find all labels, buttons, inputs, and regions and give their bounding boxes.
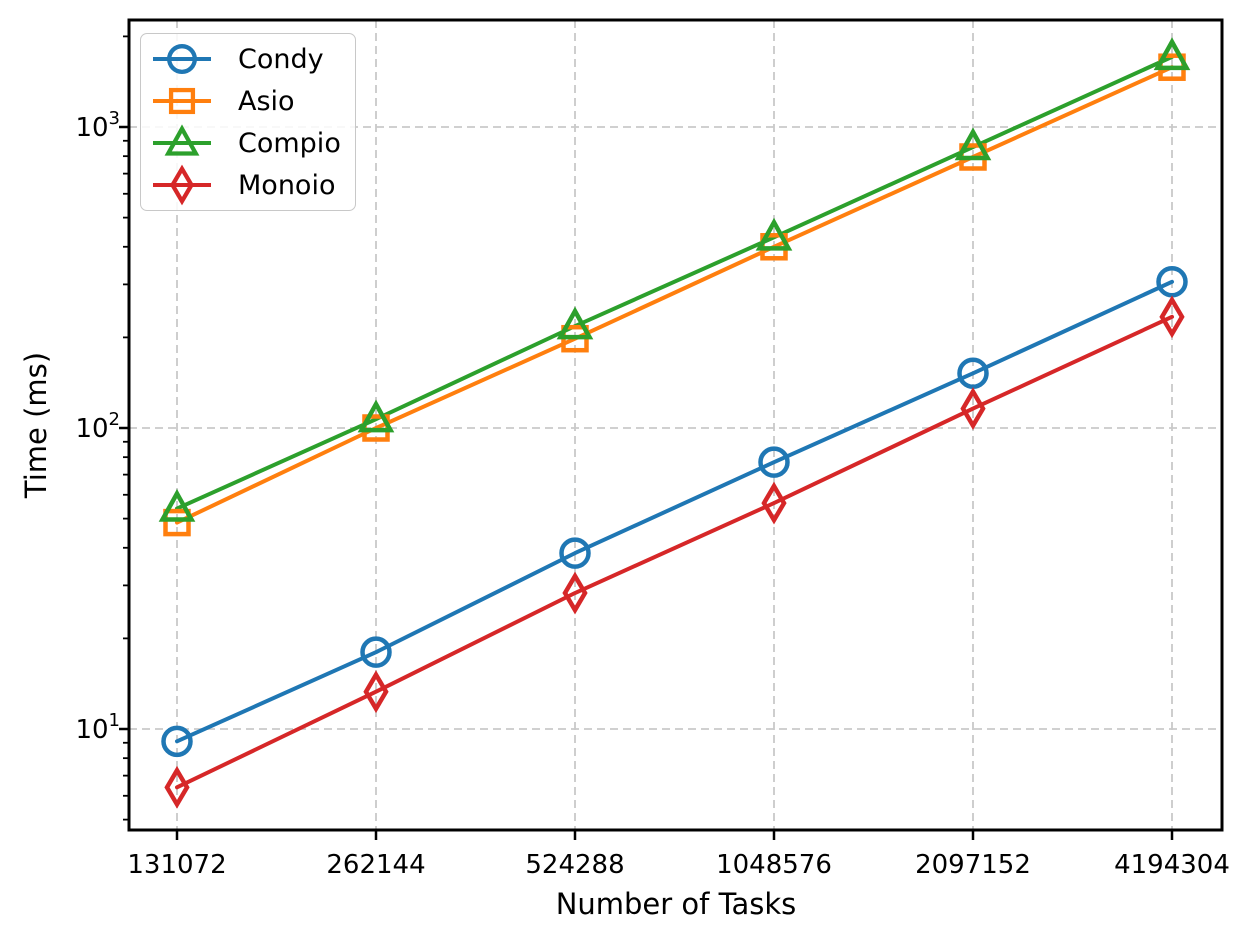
svg-text:2097152: 2097152	[915, 850, 1031, 880]
legend-item-condy: Condy	[151, 38, 345, 80]
legend-item-monoio: Monoio	[151, 164, 345, 206]
condy-line-marker-icon	[153, 44, 211, 74]
legend: Condy Asio Compio Monoio	[140, 33, 356, 211]
legend-item-label: Monoio	[238, 169, 336, 201]
svg-text:524288: 524288	[525, 850, 624, 880]
y-axis-label: Time (ms)	[19, 351, 53, 499]
asio-line-marker-icon	[153, 87, 211, 115]
monoio-line-marker-icon	[153, 164, 211, 206]
legend-item-compio: Compio	[151, 122, 345, 164]
svg-text:262144: 262144	[326, 850, 425, 880]
x-axis-label: Number of Tasks	[555, 887, 797, 921]
svg-text:103: 103	[75, 108, 120, 143]
svg-text:131072: 131072	[127, 850, 226, 880]
svg-text:4194304: 4194304	[1114, 850, 1230, 880]
svg-text:1048576: 1048576	[716, 850, 832, 880]
legend-item-label: Condy	[238, 43, 324, 75]
legend-item-label: Asio	[238, 85, 295, 117]
svg-text:101: 101	[75, 710, 120, 745]
compio-line-marker-icon	[153, 124, 211, 156]
legend-item-asio: Asio	[151, 80, 345, 122]
svg-text:102: 102	[75, 409, 120, 444]
legend-item-label: Compio	[238, 127, 341, 159]
